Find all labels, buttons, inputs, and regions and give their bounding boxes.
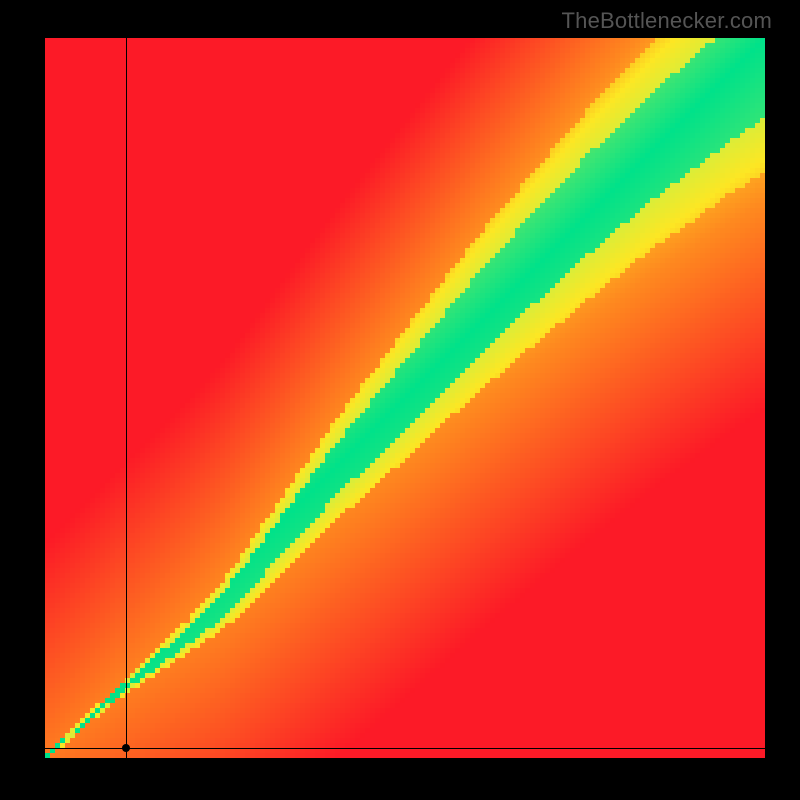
- watermark-text: TheBottlenecker.com: [562, 8, 772, 34]
- crosshair-vertical: [126, 38, 127, 758]
- heatmap-plot: [45, 38, 765, 758]
- crosshair-dot: [122, 744, 130, 752]
- crosshair-horizontal: [45, 748, 765, 749]
- heatmap-canvas: [45, 38, 765, 758]
